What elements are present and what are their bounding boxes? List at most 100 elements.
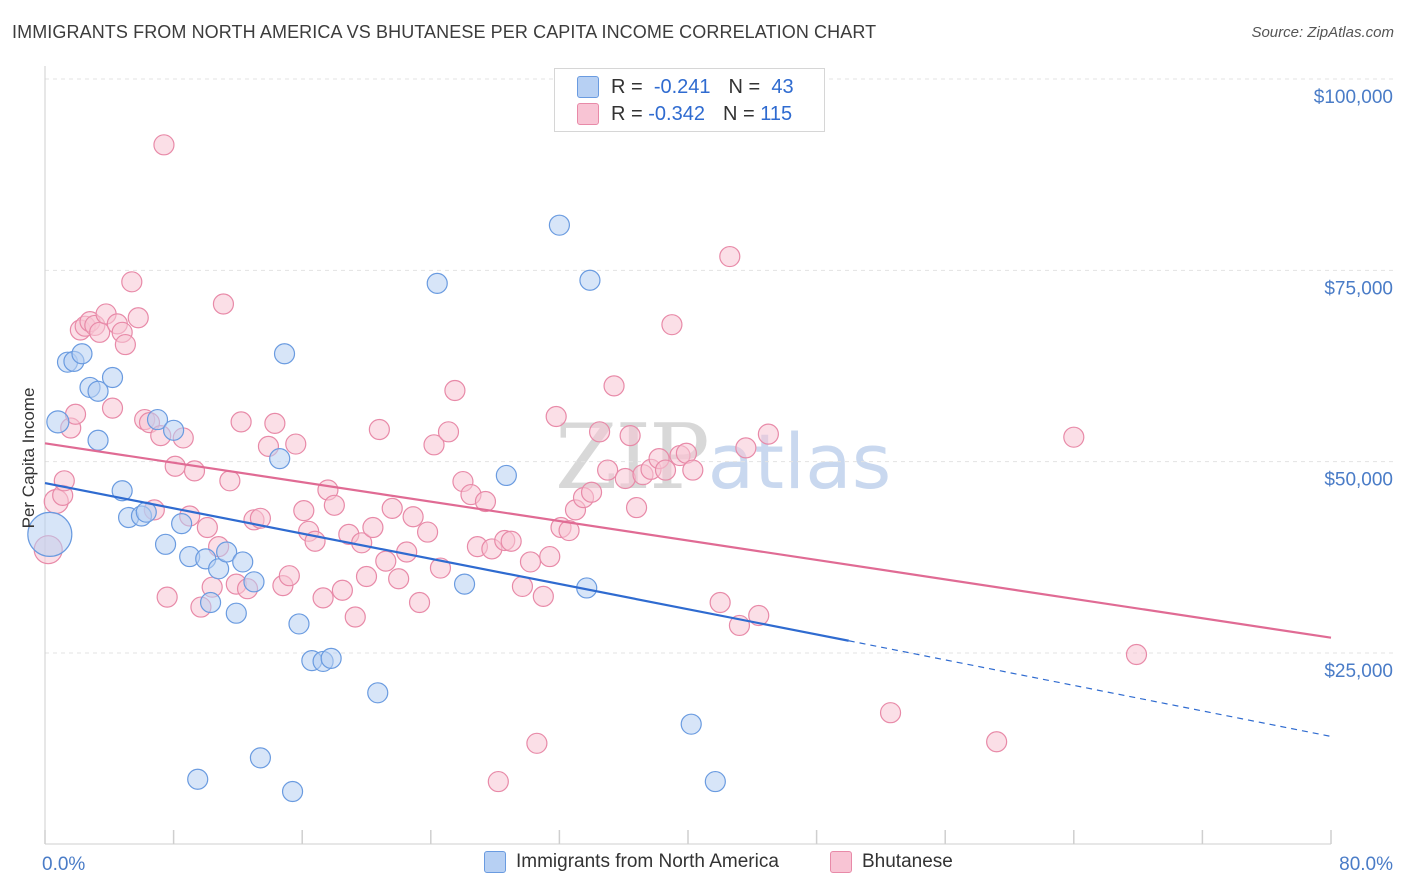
bhutanese-point [526,732,548,754]
bhutanese-point [344,606,366,628]
immigrants-point [187,768,209,790]
immigrants-point [288,613,310,635]
immigrants-point [680,713,702,735]
bhutanese-point [293,500,315,522]
y-tick-label: $100,000 [1314,87,1393,108]
immigrants-point [243,571,265,593]
immigrants-point [87,429,109,451]
bhutanese-point [388,568,410,590]
legend-row-bhutanese: R = -0.342 N = 115 [577,102,792,126]
immigrants-point [199,591,222,614]
bhutanese-point [278,565,300,587]
legend-swatch-pink [577,103,599,125]
bhutanese-point [1063,426,1085,448]
trend-line-immigrants-extrapolated [848,640,1332,738]
legend-row-immigrants: R = -0.241 N = 43 [577,75,794,99]
immigrants-point [101,366,124,389]
bhutanese-point [986,731,1008,753]
bhutanese-point [748,604,770,627]
bhutanese-point [539,545,561,568]
legend-n-label: N = [722,102,755,125]
bhutanese-point [735,437,757,459]
bhutanese-point [219,470,241,492]
bhutanese-point [682,459,704,481]
bottom-legend-immigrants: Immigrants from North America [484,851,779,873]
immigrants-point [27,511,73,557]
bhutanese-point [164,455,186,477]
bhutanese-point [597,459,619,481]
bhutanese-point [402,506,424,528]
bhutanese-point [1125,643,1148,666]
series-immigrants-points [27,214,726,803]
bhutanese-point [661,314,683,336]
bhutanese-point [355,565,378,588]
bhutanese-point [519,551,542,573]
immigrants-point [579,269,601,291]
trend-lines [44,442,1332,738]
immigrants-point [225,602,247,624]
bhutanese-point [101,397,124,419]
chart-title: IMMIGRANTS FROM NORTH AMERICA VS BHUTANE… [12,22,877,42]
bhutanese-point [429,557,452,579]
bottom-legend-swatch-pink [830,851,852,873]
bhutanese-point [331,579,353,601]
bhutanese-point [474,490,497,513]
immigrants-point [249,747,272,769]
immigrants-point [273,343,296,365]
bhutanese-point [757,423,779,445]
immigrants-point [216,541,238,563]
bhutanese-point [153,134,175,156]
immigrants-point [154,533,177,555]
immigrants-point [548,214,571,236]
bhutanese-point [487,770,509,793]
correlation-legend: R = -0.241 N = 43 R = -0.342 N = 115 [554,68,825,132]
bhutanese-point [362,516,384,539]
immigrants-point [171,513,193,535]
tick-labels: $25,000 $50,000 $75,000 $100,000 0.0% 80.0% Pe… [19,87,1393,875]
bhutanese-point [654,459,677,481]
bhutanese-point [312,587,334,609]
bhutanese-point [121,271,143,293]
bhutanese-point [500,530,522,552]
bhutanese-point [368,418,390,441]
immigrants-point [269,448,291,470]
immigrants-point [163,419,185,441]
immigrants-point [281,780,304,803]
bhutanese-point [532,585,554,607]
trend-line-immigrants [44,482,849,642]
bhutanese-point [156,586,178,608]
bhutanese-point [381,497,403,519]
series-bhutanese-points [33,134,1148,793]
bhutanese-point [323,494,345,516]
legend-r-value: -0.342 [648,102,705,125]
bhutanese-point [89,321,111,343]
bhutanese-point [285,433,307,455]
trend-line-bhutanese [44,442,1332,639]
bhutanese-point [625,496,648,519]
immigrants-point [232,551,254,573]
bhutanese-point [603,375,625,397]
bhutanese-point [114,333,136,356]
bhutanese-point [879,702,902,724]
bhutanese-point [375,550,397,572]
legend-n-label: N = [728,75,761,98]
bhutanese-point [545,405,567,428]
bottom-legend-label-bhutanese: Bhutanese [862,851,953,872]
immigrants-point [426,272,448,294]
immigrants-point [495,464,517,487]
bhutanese-point [212,293,235,315]
immigrants-point [111,480,133,502]
y-tick-label: $50,000 [1324,470,1393,491]
bottom-legend-label-immigrants: Immigrants from North America [516,851,779,872]
legend-r-label: R = [611,75,643,98]
bhutanese-point [709,591,731,614]
bottom-legend-swatch-blue [484,851,506,873]
bhutanese-point [580,481,603,503]
immigrants-point [704,770,726,793]
x-tick-label-min: 0.0% [42,854,85,875]
bhutanese-point [423,434,445,456]
legend-swatch-blue [577,76,599,98]
bhutanese-point [437,421,460,443]
bhutanese-point [196,516,218,539]
